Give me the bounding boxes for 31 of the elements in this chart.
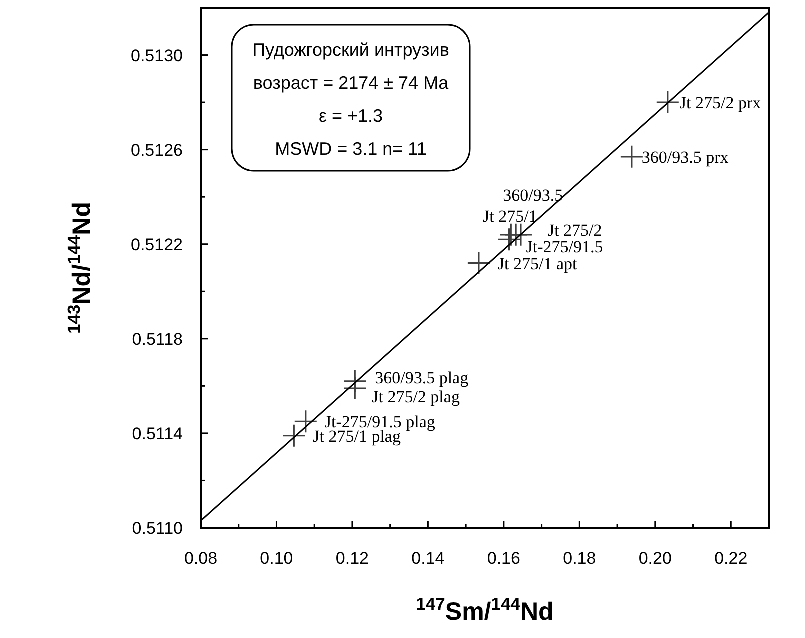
annotation: Jt-275/91.5: [526, 238, 604, 257]
x-tick-label: 0.10: [260, 549, 294, 568]
y-tick-label: 0.5126: [131, 140, 183, 160]
point: [656, 92, 679, 114]
annotation: Jt 275/2 plag: [372, 388, 460, 407]
annotation: возраст = 2174 ± 74 Ma: [253, 73, 450, 93]
annotation: 360/93.5 plag: [375, 368, 470, 388]
y-tick-label: 0.5118: [132, 330, 183, 349]
x-tick-label: 0.22: [714, 549, 748, 568]
annotation: Jt 275/1 apt: [498, 254, 578, 274]
x-tick-label: 0.16: [487, 549, 520, 568]
annotation: 360/93.5 prx: [642, 148, 730, 167]
x-axis-title: $^{147}$Sm/$^{144}$Nd: [416, 594, 554, 626]
x-tick-label: 0.12: [336, 549, 370, 568]
y-tick-label: 0.5110: [132, 519, 183, 538]
annotation: 360/93.5: [503, 186, 564, 205]
point: [620, 146, 643, 168]
annotation: Пудожгорский интрузив: [252, 40, 450, 60]
annotation: ε = +1.3: [318, 106, 384, 126]
annotation: Jt 275/1 plag: [313, 426, 402, 446]
x-tick-label: 0.08: [184, 549, 218, 568]
y-tick-label: 0.5130: [131, 46, 183, 66]
y-tick-label: 0.5122: [131, 235, 183, 254]
x-tick-label: 0.14: [412, 549, 445, 568]
annotation: Jt 275/2 prx: [680, 94, 762, 113]
y-tick-label: 0.5114: [132, 424, 183, 444]
x-tick-label: 0.18: [563, 549, 596, 568]
annotation: Jt 275/1: [483, 206, 538, 226]
annotation: Jt 275/2: [548, 220, 602, 240]
annotation: MSWD = 3.1 n= 11: [275, 139, 427, 159]
x-tick-label: 0.20: [638, 549, 672, 568]
